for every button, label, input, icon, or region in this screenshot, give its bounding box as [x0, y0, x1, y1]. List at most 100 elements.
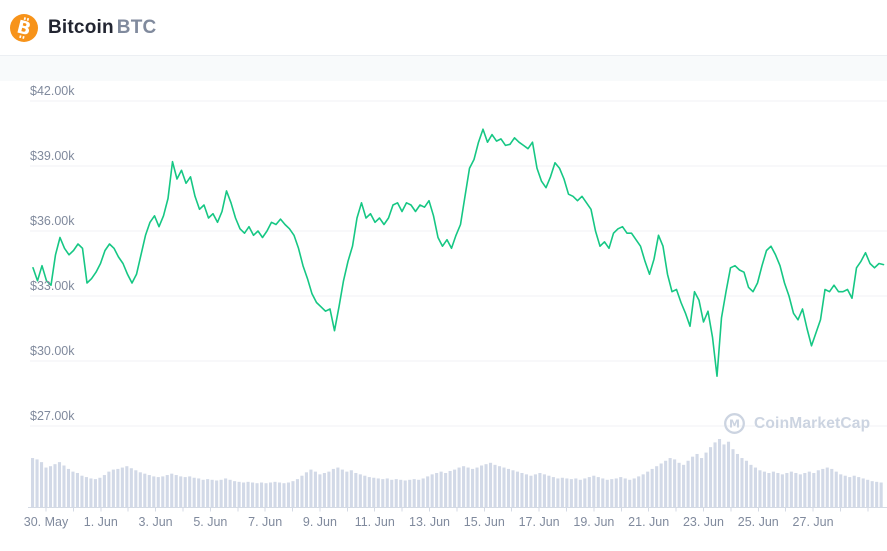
volume-bar: [206, 479, 210, 507]
volume-bar: [246, 481, 250, 507]
volume-bar: [578, 479, 582, 507]
volume-bar: [31, 458, 35, 507]
volume-bar: [717, 439, 722, 507]
volume-bar: [75, 473, 79, 507]
volume-bar: [188, 476, 192, 507]
coinmarketcap-logo-icon: M: [724, 413, 745, 434]
volume-bar: [830, 468, 834, 507]
volume-bar: [381, 479, 385, 507]
svg-text:B: B: [15, 16, 33, 40]
volume-bar: [502, 467, 506, 507]
volume-bar: [134, 470, 138, 507]
volume-bar: [798, 474, 802, 507]
volume-bar: [875, 481, 879, 507]
volume-bar: [843, 475, 847, 507]
volume-bar: [224, 478, 228, 507]
volume-bar: [363, 475, 367, 507]
volume-bar: [201, 479, 205, 507]
volume-bar: [444, 473, 448, 507]
volume-bar: [744, 460, 749, 507]
volume-bar: [480, 465, 484, 507]
volume-bar: [426, 476, 430, 507]
volume-bar: [614, 478, 618, 507]
volume-bar: [758, 470, 762, 507]
volume-bar: [556, 478, 560, 507]
volume-bar: [834, 471, 838, 507]
volume-bar: [650, 468, 654, 507]
volume-bar: [448, 470, 452, 507]
volume-bar: [372, 477, 376, 507]
volume-bar: [57, 462, 62, 507]
volume-bar: [44, 467, 48, 507]
volume-bar: [520, 473, 524, 507]
volume-bar: [98, 477, 102, 507]
volume-bar: [102, 475, 106, 507]
volume-bar: [542, 474, 546, 507]
volume-bar: [129, 468, 133, 507]
volume-bar: [848, 477, 852, 507]
volume-bar: [210, 479, 214, 507]
volume-bar: [313, 471, 317, 507]
toolbar-band: [0, 55, 887, 81]
volume-bar: [506, 468, 511, 507]
volume-bar: [318, 474, 322, 507]
volume-bar: [39, 462, 44, 507]
volume-bar: [655, 466, 659, 507]
volume-bar: [111, 469, 115, 507]
volume-bar: [726, 441, 731, 507]
volume-bar: [345, 471, 349, 507]
volume-bar: [354, 473, 358, 507]
volume-bar: [251, 482, 255, 507]
volume-bar: [255, 483, 259, 507]
volume-bar: [385, 478, 389, 507]
volume-bar: [565, 478, 569, 507]
svg-text:M: M: [729, 418, 740, 431]
volume-bar: [228, 479, 232, 507]
volume-bar: [879, 482, 883, 507]
volume-bar: [776, 473, 780, 507]
volume-bar: [488, 462, 493, 507]
volume-bar: [682, 464, 686, 507]
volume-bar: [147, 475, 151, 507]
volume-bar: [116, 468, 120, 507]
volume-bar: [668, 458, 672, 507]
volume-bar: [749, 464, 753, 507]
volume-bar: [183, 477, 187, 507]
volume-bar: [237, 481, 241, 507]
volume-bar: [322, 473, 326, 507]
volume-bar: [839, 474, 843, 507]
page-title: Bitcoin BTC: [48, 17, 156, 39]
volume-bar: [560, 477, 564, 507]
volume-bar: [89, 478, 93, 507]
volume-bar: [857, 477, 861, 507]
volume-bar: [704, 452, 708, 507]
volume-bar: [282, 483, 286, 507]
volume-bar: [165, 475, 169, 507]
volume-bar: [610, 479, 614, 507]
volume-bar: [574, 478, 578, 507]
volume-bar: [731, 449, 735, 507]
volume-bar: [327, 471, 331, 507]
volume-bar: [457, 467, 461, 507]
volume-bar: [735, 453, 740, 507]
volume-bar: [533, 474, 537, 507]
volume-bar: [84, 477, 88, 507]
watermark-text: CoinMarketCap: [754, 414, 871, 432]
volume-bar: [291, 481, 295, 507]
volume-bar: [336, 467, 340, 507]
volume-bar: [870, 481, 874, 507]
volume-bar: [592, 475, 596, 507]
volume-bar: [596, 477, 600, 507]
volume-bar: [197, 478, 201, 507]
volume-bar: [762, 471, 766, 507]
volume-bar: [170, 473, 174, 507]
volume-bar: [453, 469, 457, 507]
volume-bar: [475, 467, 479, 507]
volume-bar: [48, 466, 53, 507]
volume-bar: [529, 475, 533, 507]
volume-bar: [412, 479, 416, 507]
volume-bar: [268, 482, 273, 507]
volume-bar: [273, 481, 277, 507]
